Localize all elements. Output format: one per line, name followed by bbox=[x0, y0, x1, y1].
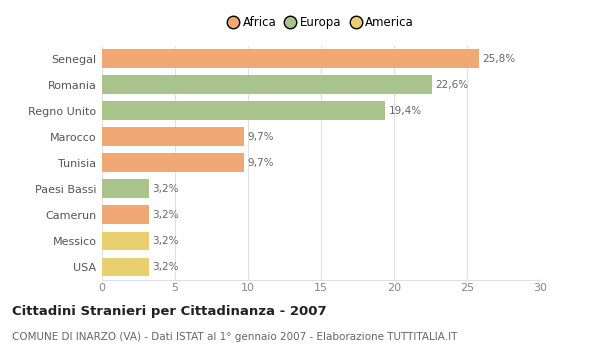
Text: 9,7%: 9,7% bbox=[247, 132, 274, 142]
Bar bbox=[102, 127, 244, 146]
Text: 3,2%: 3,2% bbox=[152, 184, 179, 194]
Bar bbox=[102, 180, 149, 198]
Text: 22,6%: 22,6% bbox=[436, 79, 469, 90]
Text: COMUNE DI INARZO (VA) - Dati ISTAT al 1° gennaio 2007 - Elaborazione TUTTITALIA.: COMUNE DI INARZO (VA) - Dati ISTAT al 1°… bbox=[12, 331, 457, 342]
Bar bbox=[102, 49, 479, 68]
Bar bbox=[102, 153, 244, 172]
Bar bbox=[102, 258, 149, 277]
Text: 25,8%: 25,8% bbox=[482, 54, 515, 64]
Bar bbox=[102, 75, 432, 94]
Text: Cittadini Stranieri per Cittadinanza - 2007: Cittadini Stranieri per Cittadinanza - 2… bbox=[12, 305, 326, 318]
Legend: Africa, Europa, America: Africa, Europa, America bbox=[229, 16, 413, 29]
Text: 3,2%: 3,2% bbox=[152, 236, 179, 246]
Bar bbox=[102, 101, 385, 120]
Text: 3,2%: 3,2% bbox=[152, 262, 179, 272]
Text: 19,4%: 19,4% bbox=[389, 106, 422, 116]
Text: 3,2%: 3,2% bbox=[152, 210, 179, 220]
Bar bbox=[102, 205, 149, 224]
Bar bbox=[102, 232, 149, 250]
Text: 9,7%: 9,7% bbox=[247, 158, 274, 168]
